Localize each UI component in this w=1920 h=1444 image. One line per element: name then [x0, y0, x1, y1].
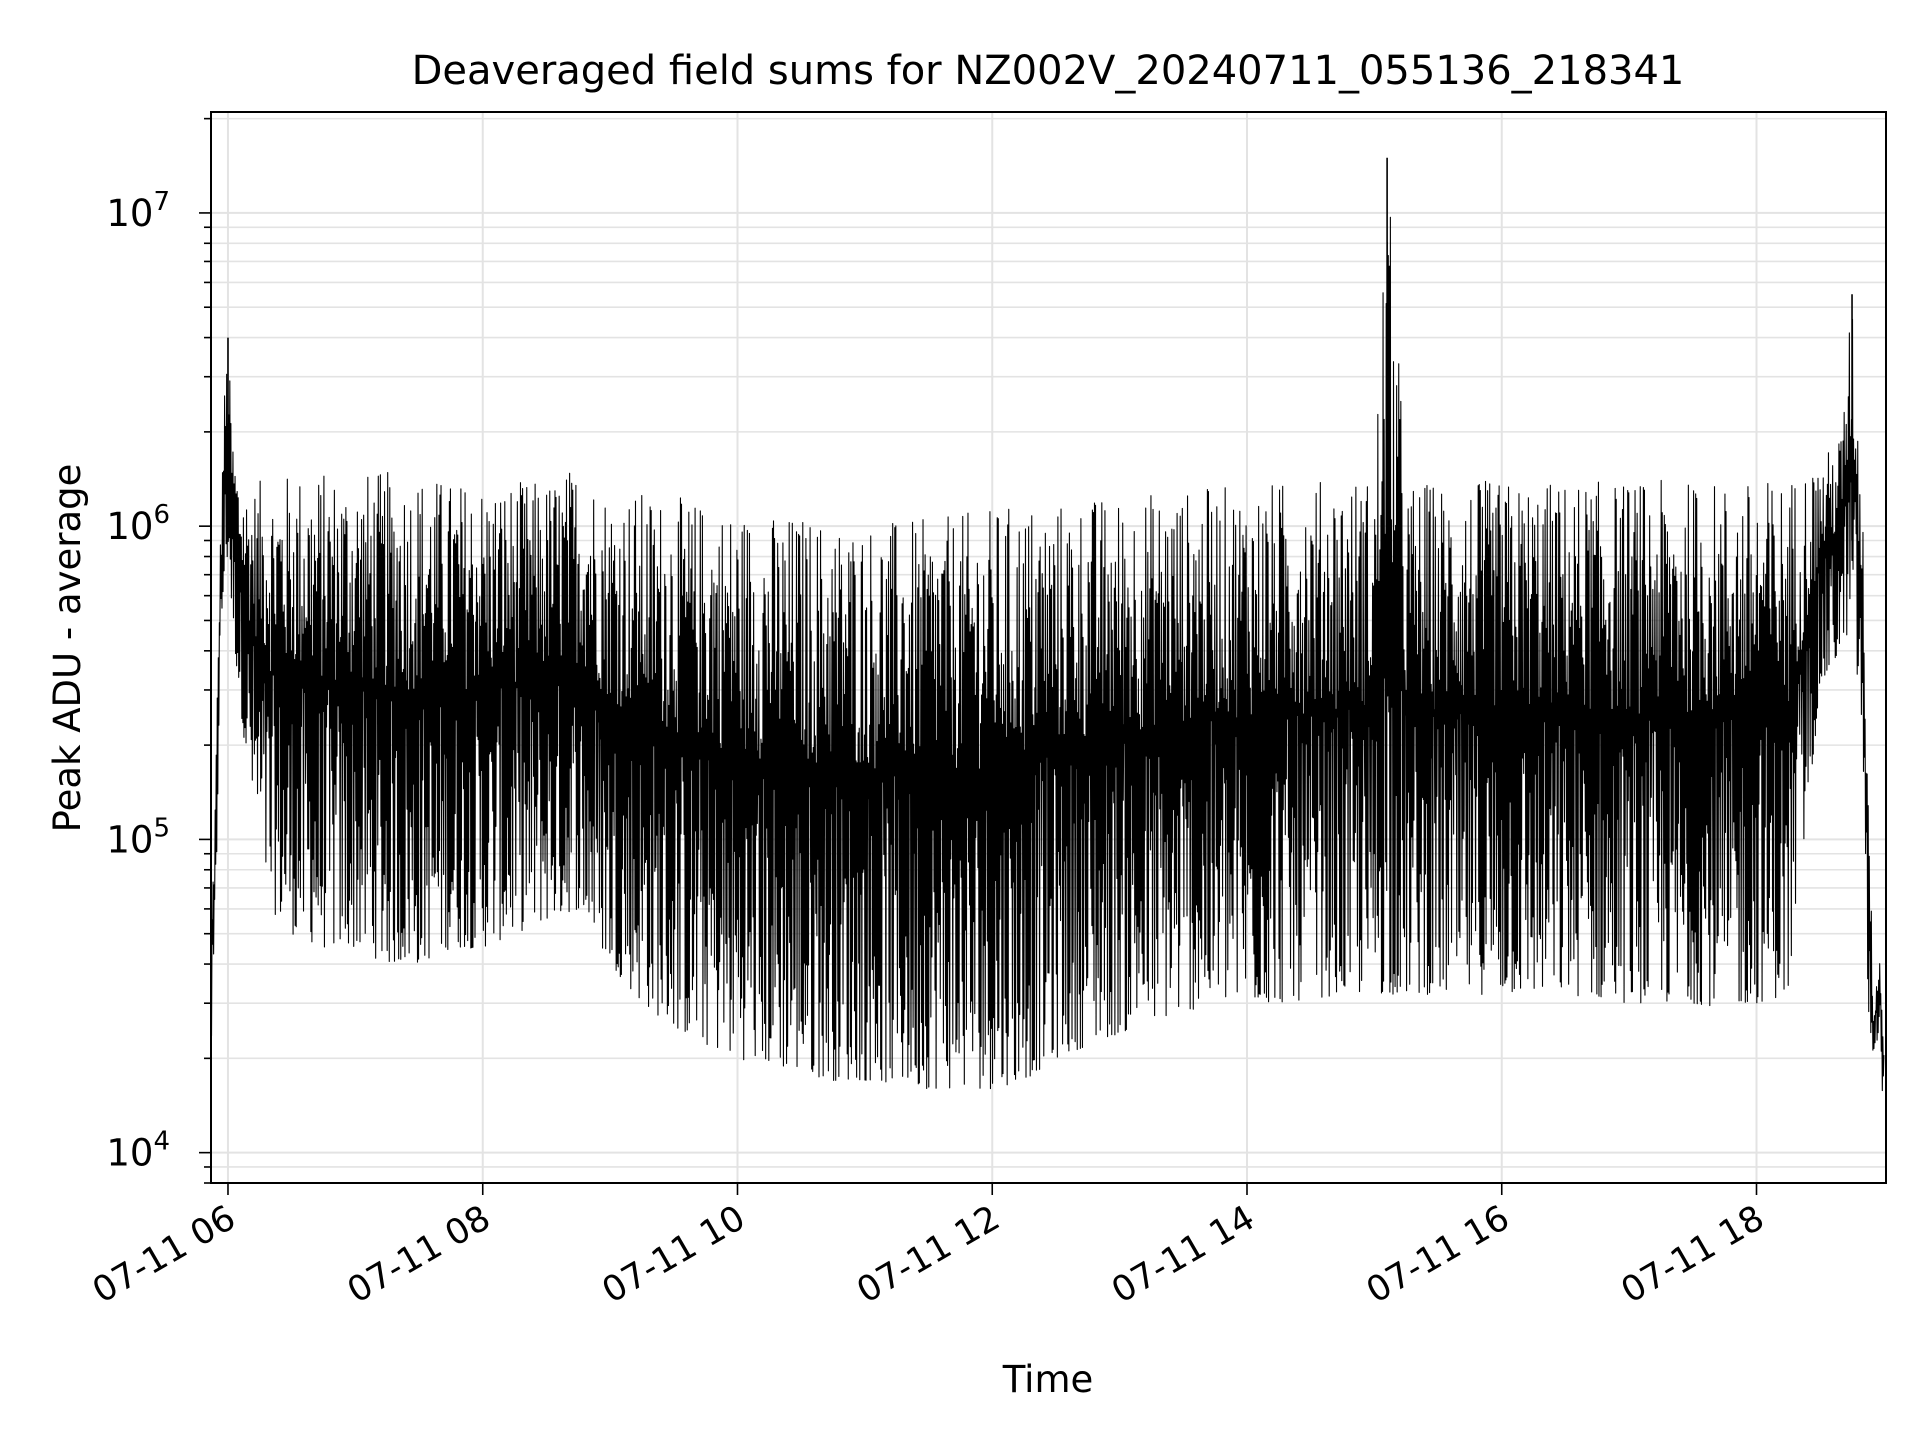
data-layer — [210, 157, 1885, 1092]
x-axis-label: Time — [1002, 1358, 1094, 1401]
y-tick-label: 105 — [106, 813, 170, 861]
y-axis-label: Peak ADU - average — [46, 464, 89, 833]
data-series-line — [210, 216, 1885, 1092]
chart-title: Deaveraged field sums for NZ002V_2024071… — [412, 48, 1685, 94]
y-tick-label: 104 — [106, 1127, 170, 1175]
plot-frame — [210, 111, 1887, 1184]
y-tick-label: 107 — [106, 187, 170, 235]
y-tick-label: 106 — [106, 500, 170, 548]
